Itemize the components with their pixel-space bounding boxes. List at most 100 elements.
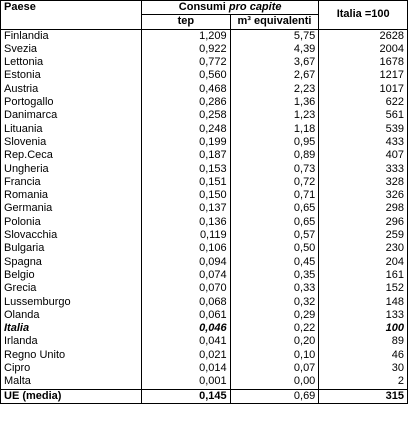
cell-country: UE (media) <box>0 388 142 404</box>
cell-tep: 0,137 <box>141 202 231 216</box>
cell-country: Danimarca <box>4 109 58 122</box>
cell-m3: 0,65 <box>229 215 319 230</box>
table-row: Polonia 0,136 0,65 296 <box>1 215 408 230</box>
cell-country: Romania <box>4 189 49 202</box>
cell-m3: 5,75 <box>229 29 319 43</box>
table-body: Finlandia 1,209 5,75 2628 Svezia 0,922 4,39 200… <box>0 29 408 404</box>
cell-country: Slovacchia <box>4 229 58 242</box>
table-row: Olanda 0,061 0,29 133 <box>1 308 408 323</box>
table-row: Romania 0,150 0,71 326 <box>1 189 408 203</box>
cell-index: 1678 <box>318 56 408 70</box>
table-row: Francia 0,151 0,72 328 <box>1 175 408 190</box>
cell-country: Spagna <box>4 255 42 268</box>
table-row: Portogallo 0,286 1,36 622 <box>1 96 408 110</box>
cell-index: 204 <box>318 255 408 269</box>
cell-index: 259 <box>318 229 408 243</box>
cell-tep: 0,106 <box>141 242 231 256</box>
cell-tep: 0,151 <box>141 175 231 190</box>
table-row: Svezia 0,922 4,39 2004 <box>1 42 408 57</box>
table-row: Lussemburgo 0,068 0,32 148 <box>1 295 408 309</box>
cell-m3: 0,10 <box>229 348 319 363</box>
table-row: Estonia 0,560 2,67 1217 <box>1 69 408 83</box>
header-country: Paese <box>4 1 36 14</box>
cell-index: 133 <box>318 308 408 323</box>
header-group-text: Consumi <box>178 1 226 13</box>
cell-tep: 0,136 <box>141 215 231 230</box>
cell-index: 152 <box>318 282 408 296</box>
cell-m3: 2,23 <box>229 82 319 97</box>
cell-country: Polonia <box>4 215 41 228</box>
header-group: Consumi pro capite <box>140 0 319 16</box>
cell-tep: 0,922 <box>141 42 231 57</box>
cell-tep: 0,074 <box>141 268 231 283</box>
cell-m3: 1,23 <box>229 109 319 123</box>
cell-m3: 0,72 <box>229 175 319 190</box>
cell-index: 433 <box>318 135 408 150</box>
cell-country: Germania <box>4 202 53 215</box>
cell-tep: 0,119 <box>141 229 231 243</box>
table-row: Slovacchia 0,119 0,57 259 <box>1 229 408 243</box>
table-row: Austria 0,468 2,23 1017 <box>1 82 408 97</box>
data-table: Paese Consumi pro capite Italia =100 tep… <box>0 0 408 404</box>
cell-m3: 0,95 <box>229 135 319 150</box>
cell-country: Malta <box>4 375 31 388</box>
table-row: Spagna 0,094 0,45 204 <box>1 255 408 269</box>
cell-tep: 0,468 <box>141 82 231 97</box>
cell-country: Francia <box>4 175 41 188</box>
cell-tep: 0,061 <box>141 308 231 323</box>
header-index: Italia =100 <box>318 0 408 30</box>
cell-m3: 0,33 <box>229 282 319 296</box>
cell-m3: 0,89 <box>229 149 319 163</box>
cell-tep: 0,187 <box>141 149 231 163</box>
header-m3: m³ equivalenti <box>229 14 319 30</box>
cell-m3: 0,73 <box>229 162 319 176</box>
cell-tep: 0,070 <box>141 282 231 296</box>
cell-m3: 0,07 <box>229 362 319 376</box>
cell-tep: 0,068 <box>141 295 231 309</box>
cell-tep: 0,041 <box>141 335 231 349</box>
cell-tep: 0,021 <box>141 348 231 363</box>
cell-country: Italia <box>4 322 30 335</box>
cell-country: Cipro <box>4 362 31 375</box>
table-row: Rep.Ceca 0,187 0,89 407 <box>1 149 408 163</box>
table-row: Regno Unito 0,021 0,10 46 <box>1 348 408 363</box>
cell-tep: 0,145 <box>141 388 231 404</box>
cell-index: 1217 <box>318 69 408 83</box>
cell-m3: 0,20 <box>229 335 319 349</box>
cell-index: 161 <box>318 268 408 283</box>
cell-country: Slovenia <box>4 135 47 148</box>
cell-country: Estonia <box>4 69 41 82</box>
cell-country: Regno Unito <box>4 348 66 361</box>
cell-country: Olanda <box>4 308 40 321</box>
table-row: Lituania 0,248 1,18 539 <box>1 122 408 136</box>
cell-country: Lettonia <box>4 56 44 69</box>
table-row: Irlanda 0,041 0,20 89 <box>1 335 408 349</box>
cell-m3: 1,36 <box>229 96 319 110</box>
cell-m3: 0,71 <box>229 189 319 203</box>
cell-tep: 0,772 <box>141 56 231 70</box>
table-row: Lettonia 0,772 3,67 1678 <box>1 56 408 70</box>
cell-index: 148 <box>318 295 408 309</box>
cell-tep: 0,150 <box>141 189 231 203</box>
cell-m3: 0,00 <box>229 375 319 390</box>
cell-tep: 0,014 <box>141 362 231 376</box>
cell-country: Finlandia <box>4 29 49 42</box>
cell-index: 539 <box>318 122 408 136</box>
cell-index: 561 <box>318 109 408 123</box>
cell-index: 30 <box>318 362 408 376</box>
table-row: Grecia 0,070 0,33 152 <box>1 282 408 296</box>
cell-index: 1017 <box>318 82 408 97</box>
cell-country: Bulgaria <box>4 242 45 255</box>
table-row: Bulgaria 0,106 0,50 230 <box>1 242 408 256</box>
cell-tep: 1,209 <box>141 29 231 43</box>
cell-index: 100 <box>318 322 408 336</box>
cell-tep: 0,258 <box>141 109 231 123</box>
cell-index: 46 <box>318 348 408 363</box>
table-row: Germania 0,137 0,65 298 <box>1 202 408 216</box>
cell-tep: 0,560 <box>141 69 231 83</box>
cell-index: 315 <box>318 388 408 404</box>
table-header: Paese Consumi pro capite Italia =100 tep… <box>0 0 408 30</box>
cell-country: Portogallo <box>4 96 54 109</box>
table-row: Slovenia 0,199 0,95 433 <box>1 135 408 150</box>
